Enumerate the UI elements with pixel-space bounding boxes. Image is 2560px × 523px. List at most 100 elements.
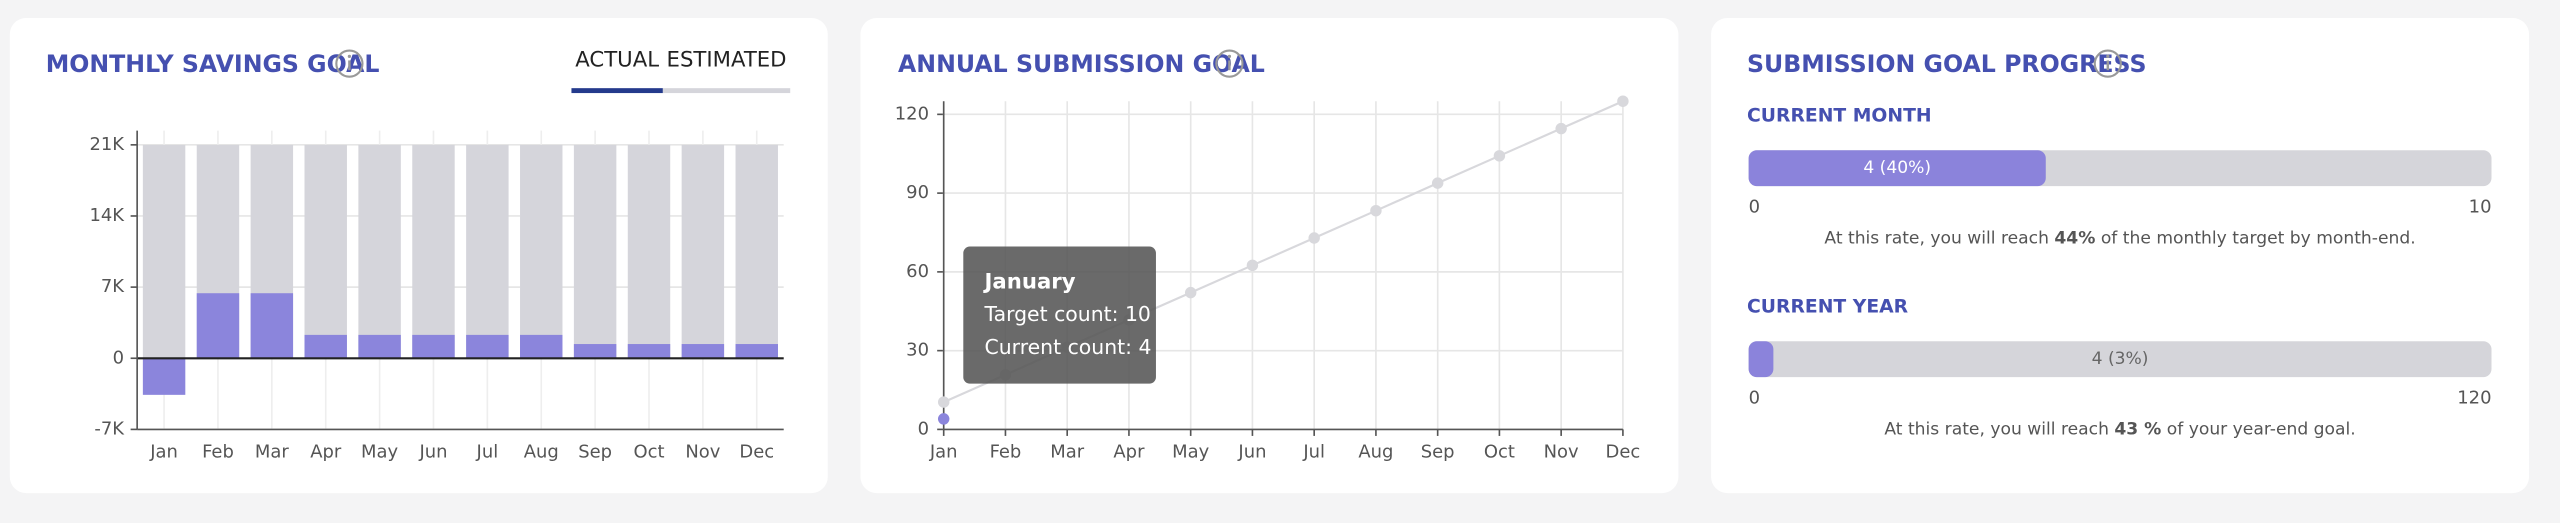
point bbox=[937, 413, 950, 425]
bar bbox=[358, 334, 401, 359]
bar bbox=[681, 344, 725, 359]
note-text: of the monthly target by month-end. bbox=[2095, 228, 2415, 248]
point bbox=[1617, 95, 1629, 107]
point bbox=[1370, 204, 1382, 217]
info-icon[interactable] bbox=[1215, 49, 1244, 78]
bar bbox=[735, 344, 778, 359]
x-tick-label: Oct bbox=[1484, 441, 1515, 462]
x-tick-label: Nov bbox=[1544, 441, 1579, 462]
y-tick-label: 60 bbox=[906, 261, 929, 282]
x-tick-label: Aug bbox=[1358, 441, 1393, 462]
bar bbox=[466, 334, 509, 359]
x-tick-label: Jun bbox=[1237, 441, 1266, 462]
note-bold: 44% bbox=[2054, 228, 2095, 248]
progress-label: 4 (40%) bbox=[1863, 158, 1931, 178]
bar bbox=[304, 144, 347, 359]
progress-max: 10 bbox=[2469, 196, 2492, 217]
bar bbox=[250, 293, 294, 359]
y-tick-label: 0 bbox=[918, 418, 929, 439]
x-tick-label: Jul bbox=[1302, 441, 1325, 462]
x-tick-label: Nov bbox=[685, 441, 720, 462]
bar bbox=[520, 144, 563, 359]
section-heading: CURRENT YEAR bbox=[1747, 296, 1909, 317]
note-text: At this rate, you will reach bbox=[1824, 228, 2054, 248]
tooltip-title: January bbox=[983, 269, 1076, 294]
tab[interactable]: ESTIMATED bbox=[667, 47, 787, 72]
x-tick-label: Jan bbox=[149, 441, 178, 462]
x-tick-label: Jun bbox=[418, 441, 447, 462]
y-tick-label: -7K bbox=[94, 418, 125, 439]
x-tick-label: Sep bbox=[1421, 441, 1455, 462]
note-bold: 43 % bbox=[2114, 419, 2161, 439]
bar bbox=[142, 358, 186, 395]
x-tick-label: Aug bbox=[524, 441, 559, 462]
y-tick-label: 90 bbox=[906, 182, 929, 203]
panel-title: ANNUAL SUBMISSION GOAL bbox=[898, 50, 1265, 78]
bar bbox=[466, 144, 509, 359]
tooltip-line: Current count: 4 bbox=[985, 335, 1152, 359]
tab-underline bbox=[662, 88, 791, 94]
progress-note: At this rate, you will reach 44% of the … bbox=[1824, 228, 2415, 248]
panel-title: MONTHLY SAVINGS GOAL bbox=[46, 50, 380, 78]
x-tick-label: Jul bbox=[476, 441, 499, 462]
info-icon[interactable] bbox=[335, 49, 364, 78]
section-heading: CURRENT MONTH bbox=[1747, 105, 1932, 126]
x-tick-label: Feb bbox=[990, 441, 1022, 462]
point bbox=[1555, 122, 1567, 135]
bar bbox=[358, 144, 401, 359]
progress-track bbox=[1748, 341, 2492, 378]
progress-fill bbox=[1748, 341, 1774, 378]
panel-title: SUBMISSION GOAL PROGRESS bbox=[1747, 50, 2147, 78]
x-tick-label: Jan bbox=[929, 441, 958, 462]
note-text: At this rate, you will reach bbox=[1884, 419, 2114, 439]
bar bbox=[304, 334, 347, 359]
x-tick-label: Dec bbox=[1606, 441, 1641, 462]
progress-min: 0 bbox=[1749, 387, 1760, 408]
bar bbox=[735, 144, 778, 359]
y-tick-label: 0 bbox=[113, 347, 124, 368]
bar bbox=[573, 344, 617, 359]
y-tick-label: 21K bbox=[89, 134, 125, 155]
point bbox=[1493, 150, 1506, 162]
tooltip-box bbox=[963, 246, 1156, 384]
y-tick-label: 7K bbox=[101, 276, 125, 297]
bar bbox=[142, 144, 186, 359]
point bbox=[1431, 177, 1444, 189]
bar bbox=[412, 144, 455, 359]
bar bbox=[196, 293, 240, 359]
x-tick-label: Sep bbox=[578, 441, 612, 462]
bar bbox=[627, 144, 671, 359]
x-tick-label: Oct bbox=[633, 441, 664, 462]
point bbox=[937, 396, 950, 408]
x-tick-label: Mar bbox=[1050, 441, 1084, 462]
bar bbox=[627, 344, 671, 359]
info-icon[interactable] bbox=[2093, 49, 2122, 78]
point bbox=[1246, 259, 1259, 272]
y-tick-label: 30 bbox=[906, 340, 929, 361]
tab-underline bbox=[571, 88, 663, 94]
x-tick-label: Apr bbox=[310, 441, 342, 462]
progress-fill bbox=[1748, 150, 2046, 187]
progress-max: 120 bbox=[2457, 387, 2491, 408]
x-tick-label: May bbox=[361, 441, 398, 462]
point bbox=[1308, 232, 1320, 244]
tooltip-line: Target count: 10 bbox=[984, 302, 1151, 326]
x-tick-label: Dec bbox=[739, 441, 774, 462]
bar bbox=[412, 334, 455, 359]
point bbox=[1184, 286, 1197, 299]
progress-min: 0 bbox=[1749, 196, 1760, 217]
y-tick-label: 14K bbox=[89, 205, 125, 226]
x-tick-label: Feb bbox=[202, 441, 234, 462]
tooltip: January Target count: 10 Current count: 4 bbox=[963, 246, 1156, 384]
bar bbox=[681, 144, 725, 359]
x-tick-label: Apr bbox=[1113, 441, 1145, 462]
bar bbox=[520, 334, 563, 359]
progress-note: At this rate, you will reach 43 % of you… bbox=[1884, 419, 2355, 439]
bar bbox=[573, 144, 617, 359]
progress-label: 4 (3%) bbox=[2092, 349, 2149, 369]
tab[interactable]: ACTUAL bbox=[575, 47, 659, 72]
x-tick-label: May bbox=[1172, 441, 1209, 462]
note-text: of your year-end goal. bbox=[2161, 419, 2355, 439]
